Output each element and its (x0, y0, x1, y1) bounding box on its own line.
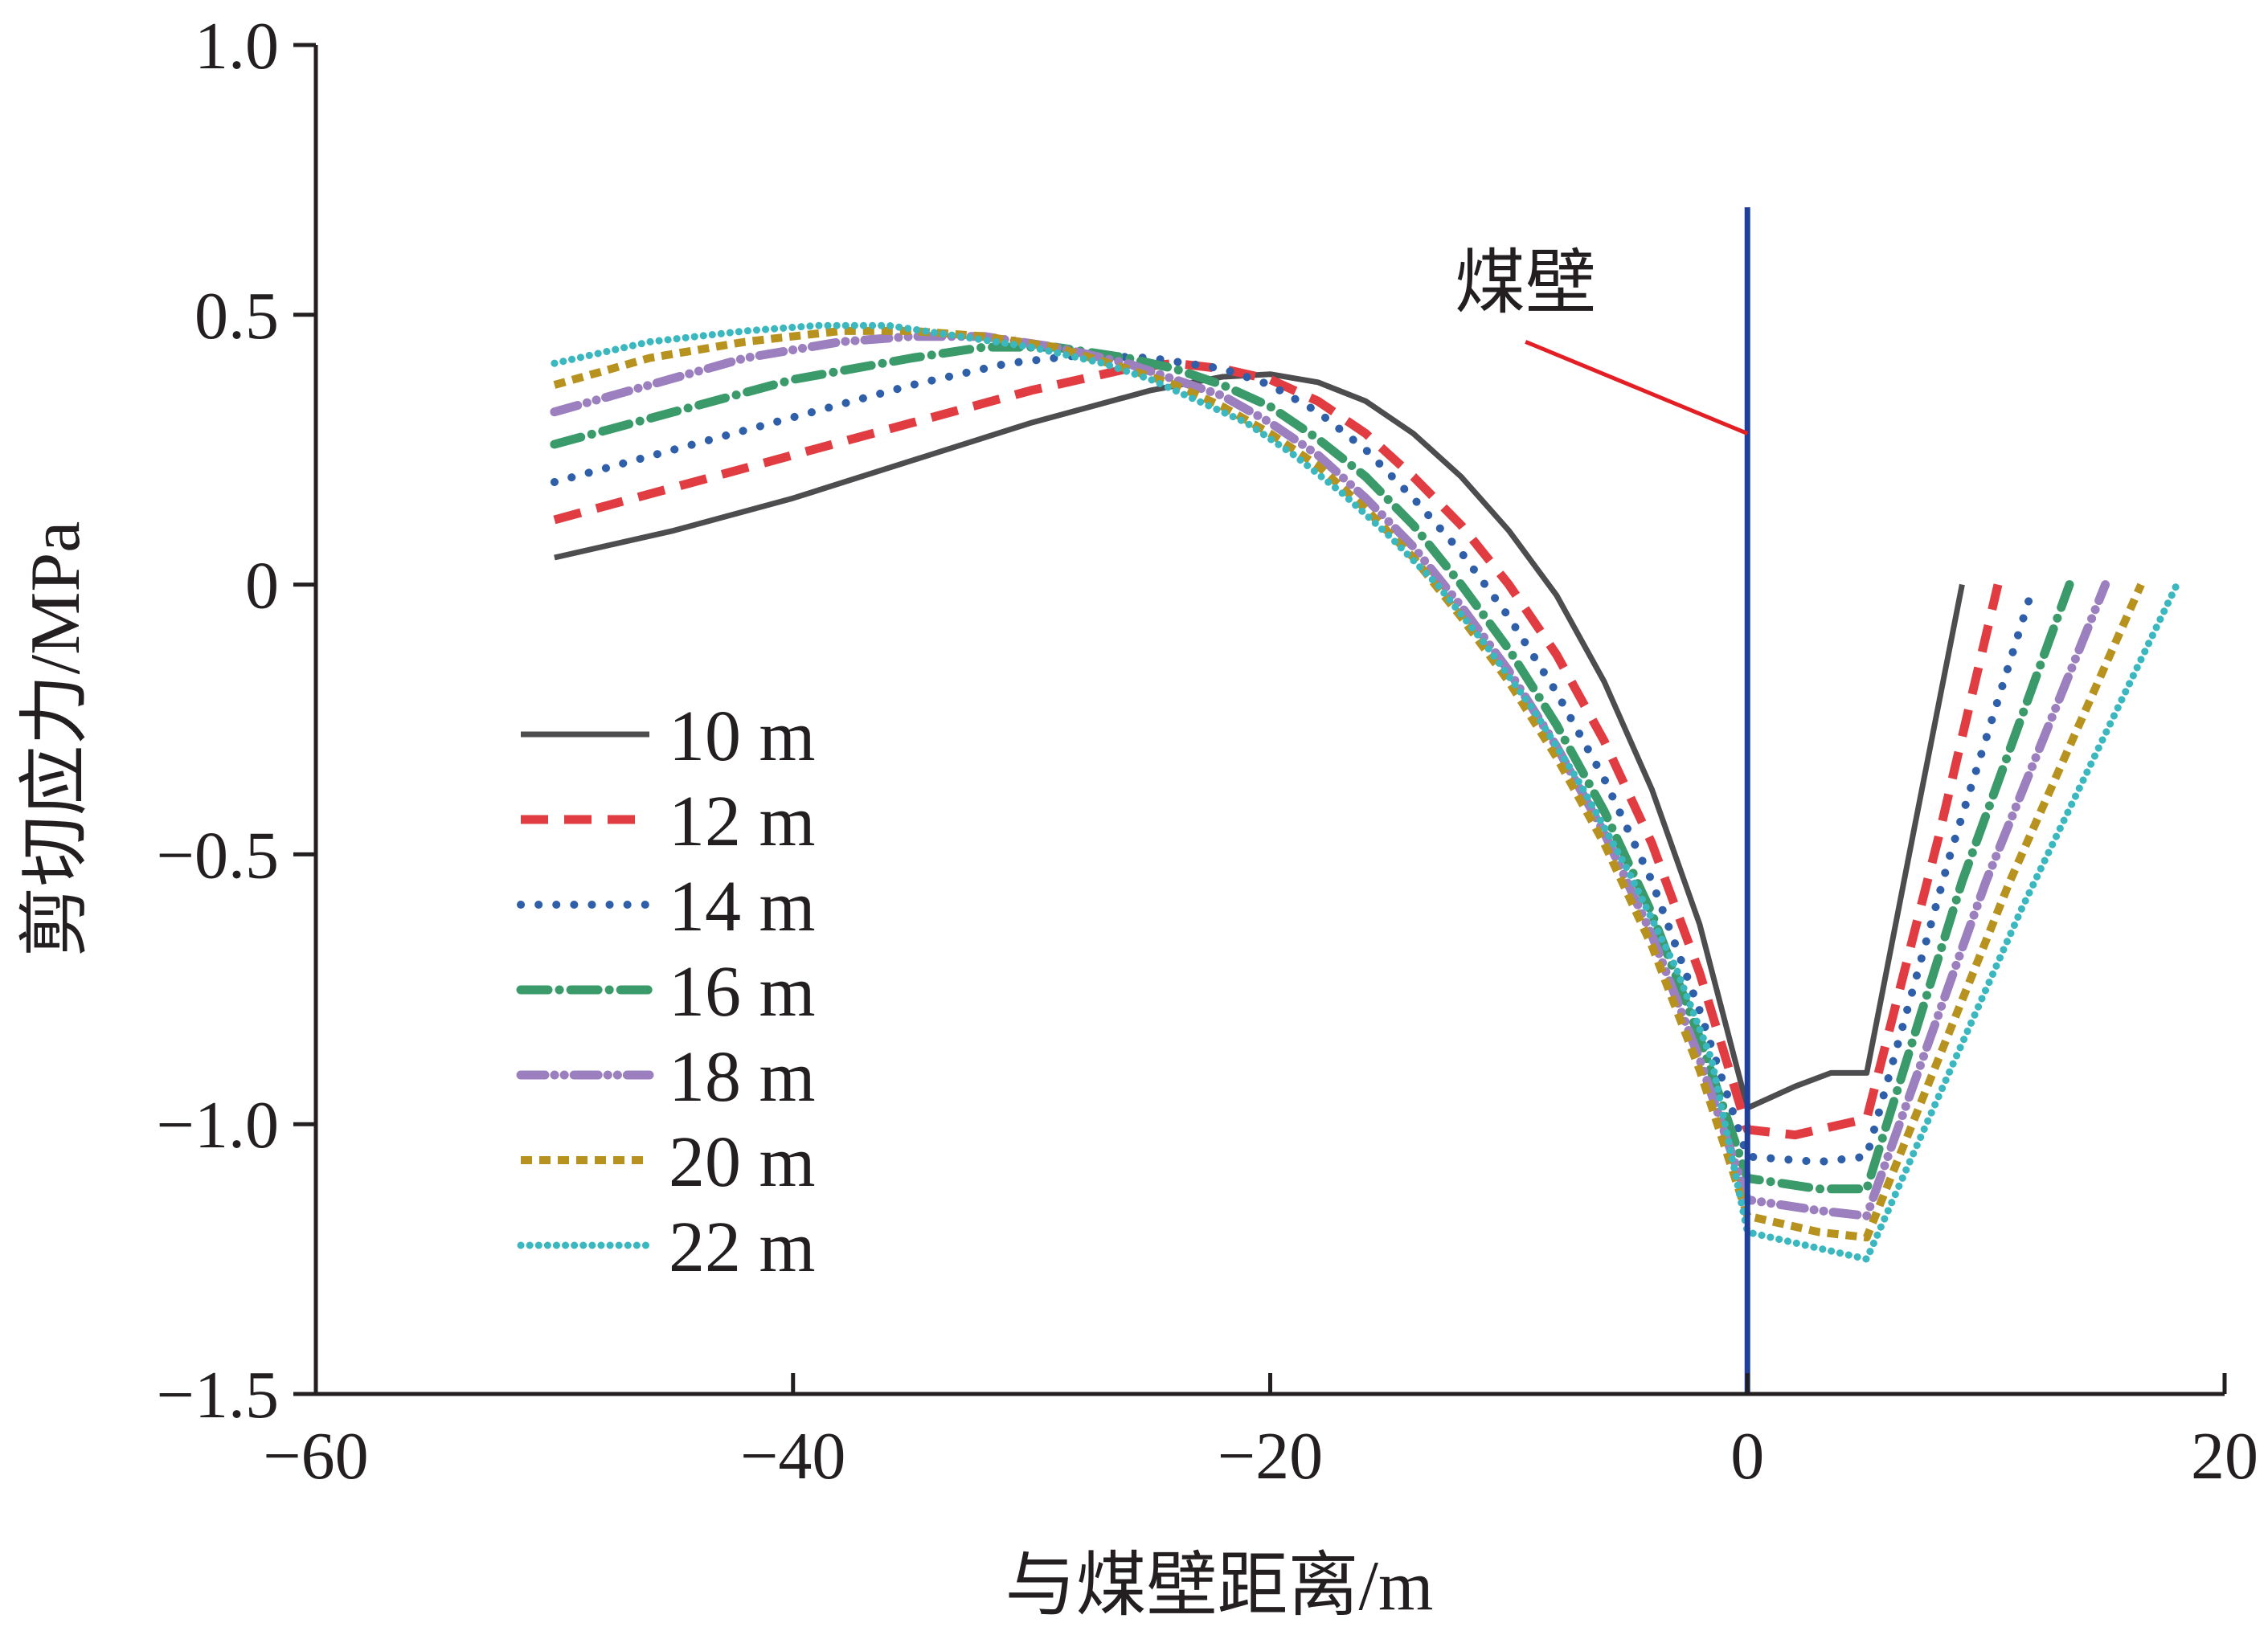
series-line-10m (554, 371, 1965, 1111)
x-tick-label: −20 (1218, 1419, 1323, 1494)
legend-item-20m: 20 m (521, 1122, 816, 1202)
legend-label: 16 m (669, 952, 816, 1032)
legend-item-14m: 14 m (517, 867, 816, 946)
legend-item-10m: 10 m (521, 697, 816, 776)
legend-label: 18 m (669, 1037, 816, 1117)
series-line-14m (550, 351, 2038, 1167)
legend-item-16m: 16 m (516, 952, 816, 1032)
coal-wall-annotation: 煤壁 (1455, 207, 1750, 1394)
axes: 1.0 0.5 0 −0.5 −1.0 −1.5−60 −40 −20 0 20 (157, 9, 2258, 1494)
series-line-22m (551, 321, 2181, 1263)
x-tick-label: 20 (2191, 1419, 2258, 1494)
legend-item-12m: 12 m (521, 782, 816, 861)
legend-label: 22 m (669, 1208, 816, 1287)
legend-item-22m: 22 m (517, 1208, 816, 1287)
y-tick-label: 1.0 (194, 9, 279, 84)
y-tick-label: −1.5 (157, 1358, 279, 1433)
legend-item-18m: 18 m (516, 1037, 816, 1117)
x-tick-label: −60 (263, 1419, 368, 1494)
coal-wall-pointer (1525, 340, 1749, 435)
y-tick-label: −1.0 (157, 1088, 279, 1163)
legend-label: 20 m (669, 1122, 816, 1202)
y-tick-label: 0 (245, 549, 279, 623)
y-tick-label: −0.5 (157, 818, 279, 893)
y-axis-label: 剪切应力/MPa (17, 521, 95, 958)
series-line-12m (553, 358, 2003, 1140)
x-tick-label: −40 (740, 1419, 845, 1494)
legend-label: 10 m (669, 697, 816, 776)
legend-label: 14 m (669, 867, 816, 946)
coal-wall-label: 煤壁 (1455, 245, 1596, 323)
legend: 10 m12 m14 m16 m18 m20 m22 m (516, 697, 816, 1287)
x-axis-label: 与煤壁距离/m (1005, 1547, 1434, 1625)
series-line-16m (550, 342, 2074, 1194)
legend-label: 12 m (669, 782, 816, 861)
y-tick-label: 0.5 (194, 279, 279, 354)
x-tick-label: 0 (1730, 1419, 1764, 1494)
